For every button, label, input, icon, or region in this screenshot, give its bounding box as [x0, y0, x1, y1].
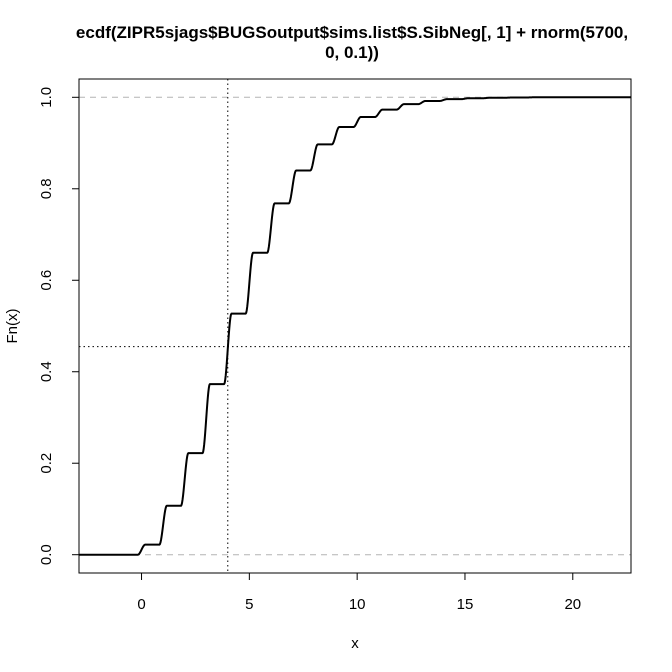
- y-tick-label-2: 0.4: [38, 361, 55, 382]
- chart-title: ecdf(ZIPR5sjags$BUGSoutput$sims.list$S.S…: [76, 23, 628, 62]
- y-axis: 0.0 0.2 0.4 0.6 0.8 1.0: [38, 87, 79, 565]
- plot-frame: [78, 78, 632, 574]
- x-tick-label-1: 5: [245, 596, 253, 613]
- y-axis-label: Fn(x): [4, 309, 21, 344]
- y-tick-label-1: 0.2: [38, 453, 55, 474]
- y-tick-label-5: 1.0: [38, 87, 55, 108]
- y-tick-label-0: 0.0: [38, 544, 55, 565]
- dashed-level-lines: [79, 96, 631, 556]
- x-tick-label-0: 0: [137, 596, 145, 613]
- y-tick-label-3: 0.6: [38, 270, 55, 291]
- x-axis: 0 5 10 15 20: [137, 573, 581, 613]
- x-tick-label-4: 20: [564, 596, 581, 613]
- y-tick-label-4: 0.8: [38, 178, 55, 199]
- ecdf-curve: [79, 96, 631, 556]
- x-axis-label: x: [351, 635, 359, 652]
- x-tick-label-3: 15: [457, 596, 474, 613]
- ecdf-curve-group: [79, 96, 631, 556]
- chart-title-line-1: ecdf(ZIPR5sjags$BUGSoutput$sims.list$S.S…: [76, 23, 628, 42]
- chart-title-line-2: 0, 0.1)): [325, 43, 379, 62]
- reference-lines: [79, 79, 631, 573]
- x-tick-label-2: 10: [349, 596, 366, 613]
